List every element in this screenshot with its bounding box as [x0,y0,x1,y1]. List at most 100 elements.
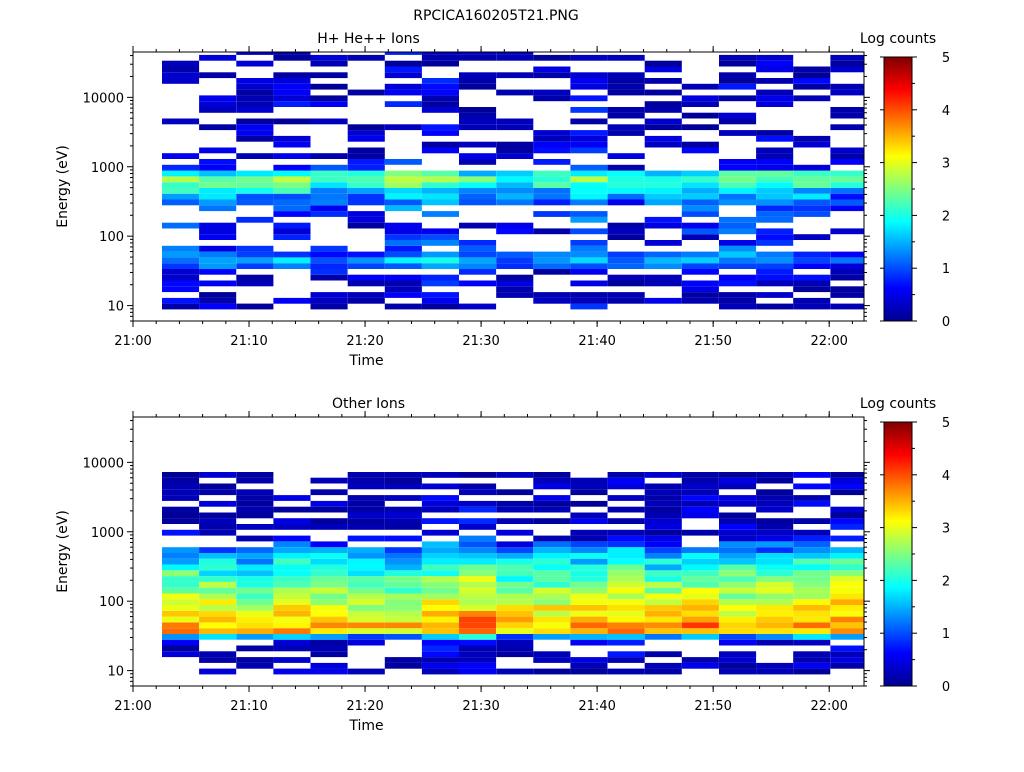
heatmap-cell [570,170,608,177]
heatmap-cell [347,628,385,634]
heatmap-cell [644,605,682,611]
heatmap-cell [162,622,200,629]
heatmap-cell [719,199,757,206]
heatmap-cell [719,176,757,183]
heatmap-cell [496,193,534,200]
heatmap-cell [273,211,311,217]
heatmap-cell [756,60,794,67]
heatmap-cell [199,558,237,565]
heatmap-cell [199,245,237,252]
heatmap-cell [384,622,422,629]
heatmap-cell [310,639,348,646]
heatmap-cell [681,182,719,188]
x-tick-label: 21:10 [230,334,267,349]
heatmap-cell [681,187,719,194]
heatmap-cell [310,605,348,611]
heatmap-cell [421,211,459,217]
heatmap-cell [273,616,311,623]
heatmap-cell [756,477,794,484]
heatmap-cell [459,558,497,565]
heatmap-cell [644,297,682,304]
heatmap-cell [570,657,608,663]
heatmap-cell [421,187,459,194]
heatmap-cell [533,535,571,542]
heatmap-cell [162,593,200,600]
heatmap-cell [830,524,864,530]
heatmap-cell [421,78,459,84]
heatmap-cell [459,153,497,159]
heatmap-cell [236,547,274,553]
heatmap-cell [310,587,348,594]
y-tick-label: 1000 [91,526,124,541]
heatmap-cell [496,564,534,571]
heatmap-cell [719,60,757,67]
heatmap-cell [570,552,608,559]
heatmap-cell [793,587,831,594]
heatmap-cell [830,205,864,212]
heatmap-cell [830,506,864,513]
heatmap-cell [756,576,794,582]
heatmap-cell [644,101,682,107]
heatmap-cell [756,251,794,258]
heatmap-cell [459,72,497,79]
heatmap-cell [681,101,719,107]
heatmap-cell [199,518,237,524]
heatmap-cell [719,535,757,542]
heatmap-cell [384,303,422,310]
heatmap-cell [421,500,459,507]
heatmap-cell [384,610,422,617]
heatmap-cell [236,576,274,582]
heatmap-cell [719,222,757,229]
heatmap-cell [310,541,348,548]
heatmap-cell [681,599,719,605]
heatmap-cell [644,495,682,501]
heatmap-cell [533,633,571,640]
heatmap-cell [644,668,682,675]
heatmap-cell [459,524,497,530]
heatmap-cell [570,581,608,588]
y-tick-label: 100 [99,230,124,245]
heatmap-cell [496,257,534,264]
heatmap-cell [644,118,682,125]
heatmap-cell [756,153,794,159]
heatmap-cell [199,622,237,629]
heatmap-cell [607,274,645,281]
heatmap-cell [756,518,794,524]
heatmap-cell [236,83,274,90]
heatmap-cell [607,547,645,553]
heatmap-cell [793,633,831,640]
heatmap-cell [681,581,719,588]
heatmap-cell [162,552,200,559]
heatmap-cell [644,124,682,131]
heatmap-cell [310,581,348,588]
heatmap-cell [756,547,794,553]
heatmap-cell [533,599,571,605]
heatmap-cell [793,78,831,84]
heatmap-cell [496,570,534,577]
heatmap-cell [607,107,645,113]
heatmap-cell [421,506,459,513]
heatmap-cell [310,54,348,61]
heatmap-cell [421,558,459,565]
heatmap-cell [421,60,459,67]
heatmap-cell [756,581,794,588]
heatmap-cell [421,472,459,478]
heatmap-cell [496,170,534,177]
colorbar-label: Log counts [860,396,936,412]
heatmap-cell [719,558,757,565]
heatmap-cell [421,581,459,588]
heatmap-cell [421,668,459,675]
heatmap-cell [459,141,497,148]
heatmap-cell [459,622,497,629]
heatmap-cell [719,633,757,640]
heatmap-cell [273,101,311,107]
heatmap-cell [719,263,757,269]
colorbar-tick-label: 2 [942,209,950,224]
heatmap-cell [384,662,422,669]
heatmap-cell [384,274,422,281]
heatmap-cell [236,477,274,484]
x-tick-label: 22:00 [810,334,847,349]
heatmap-cell [459,107,497,113]
heatmap-cell [719,570,757,577]
heatmap-cell [236,251,274,258]
